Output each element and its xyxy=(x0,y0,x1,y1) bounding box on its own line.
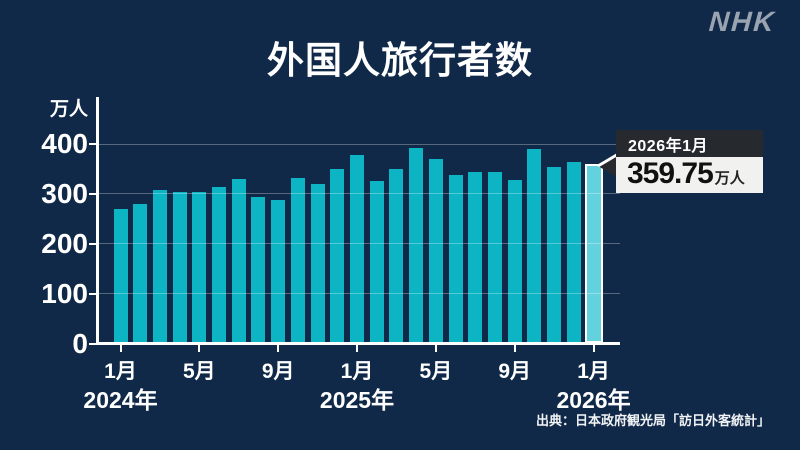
bar-2025年9月 xyxy=(507,180,522,344)
callout-value: 359.75 xyxy=(627,157,714,190)
bar-2024年9月 xyxy=(271,200,286,344)
y-tick-label-100: 100 xyxy=(41,277,88,309)
year-label-2026年: 2026年 xyxy=(556,387,631,413)
year-label-2024年: 2024年 xyxy=(83,387,158,413)
bar-2025年11月 xyxy=(547,167,562,344)
callout-value-box: 359.75 万人 xyxy=(616,157,763,193)
x-tick-label-16: 5月 xyxy=(419,360,453,383)
year-label-2025年: 2025年 xyxy=(319,387,395,413)
callout-value-unit: 万人 xyxy=(714,170,745,187)
x-axis-tick-4 xyxy=(198,345,201,352)
x-axis-line xyxy=(96,342,620,345)
bar-2024年8月 xyxy=(251,197,266,344)
bar-2026年1月 xyxy=(584,164,603,344)
x-tick-label-8: 9月 xyxy=(261,360,295,383)
bar-2024年2月 xyxy=(133,204,148,344)
bar-2025年4月 xyxy=(409,148,424,344)
bar-2025年5月 xyxy=(428,159,443,344)
bar-2025年3月 xyxy=(389,168,404,344)
bar-2024年1月 xyxy=(113,208,128,344)
y-axis-tick-400 xyxy=(89,143,97,145)
bar-2024年4月 xyxy=(172,191,187,344)
gridline-400 xyxy=(99,143,620,145)
callout-date-box: 2026年1月 xyxy=(616,130,763,157)
bar-2025年8月 xyxy=(487,172,502,344)
y-tick-label-400: 400 xyxy=(41,128,88,159)
y-axis-unit-label: 万人 xyxy=(49,99,88,120)
y-tick-label-200: 200 xyxy=(41,227,88,259)
bar-2024年5月 xyxy=(192,191,207,344)
bar-2024年6月 xyxy=(212,187,227,344)
bar-2024年12月 xyxy=(330,169,345,344)
gridline-100 xyxy=(99,293,620,295)
x-axis-tick-8 xyxy=(277,345,280,352)
chart-title: 外国人旅行者数 xyxy=(267,40,533,81)
y-axis-tick-300 xyxy=(89,192,97,195)
x-axis-tick-0 xyxy=(119,345,122,352)
bar-2025年7月 xyxy=(468,171,483,344)
y-tick-label-0: 0 xyxy=(72,327,88,359)
x-tick-label-4: 5月 xyxy=(182,360,216,383)
bar-2025年6月 xyxy=(448,174,463,344)
bar-2025年1月 xyxy=(350,154,365,344)
bar-2024年7月 xyxy=(231,179,246,344)
y-tick-label-300: 300 xyxy=(41,177,88,209)
bar-2025年10月 xyxy=(527,149,542,344)
bar-2024年10月 xyxy=(290,178,305,344)
x-axis-tick-24 xyxy=(592,345,595,352)
x-tick-label-12: 1月 xyxy=(340,360,374,383)
x-axis-tick-20 xyxy=(513,345,516,352)
y-axis-line xyxy=(96,97,99,345)
x-axis-tick-16 xyxy=(434,345,437,352)
x-tick-label-24: 1月 xyxy=(577,360,610,383)
y-axis-tick-200 xyxy=(89,242,97,245)
y-axis-tick-100 xyxy=(89,292,97,295)
bar-2024年3月 xyxy=(152,189,167,344)
bar-2025年2月 xyxy=(369,180,384,344)
callout-date-label: 2026年1月 xyxy=(628,137,708,155)
gridline-300 xyxy=(99,193,620,195)
gridline-200 xyxy=(99,243,620,245)
source-note: 出典：日本政府観光局「訪日外客統計」 xyxy=(535,413,770,428)
x-tick-label-20: 9月 xyxy=(498,360,532,383)
bar-2024年11月 xyxy=(310,184,325,344)
x-axis-tick-12 xyxy=(356,345,359,352)
bar-2025年12月 xyxy=(566,162,581,344)
y-axis-tick-0 xyxy=(89,342,97,345)
x-tick-label-0: 1月 xyxy=(104,360,137,383)
